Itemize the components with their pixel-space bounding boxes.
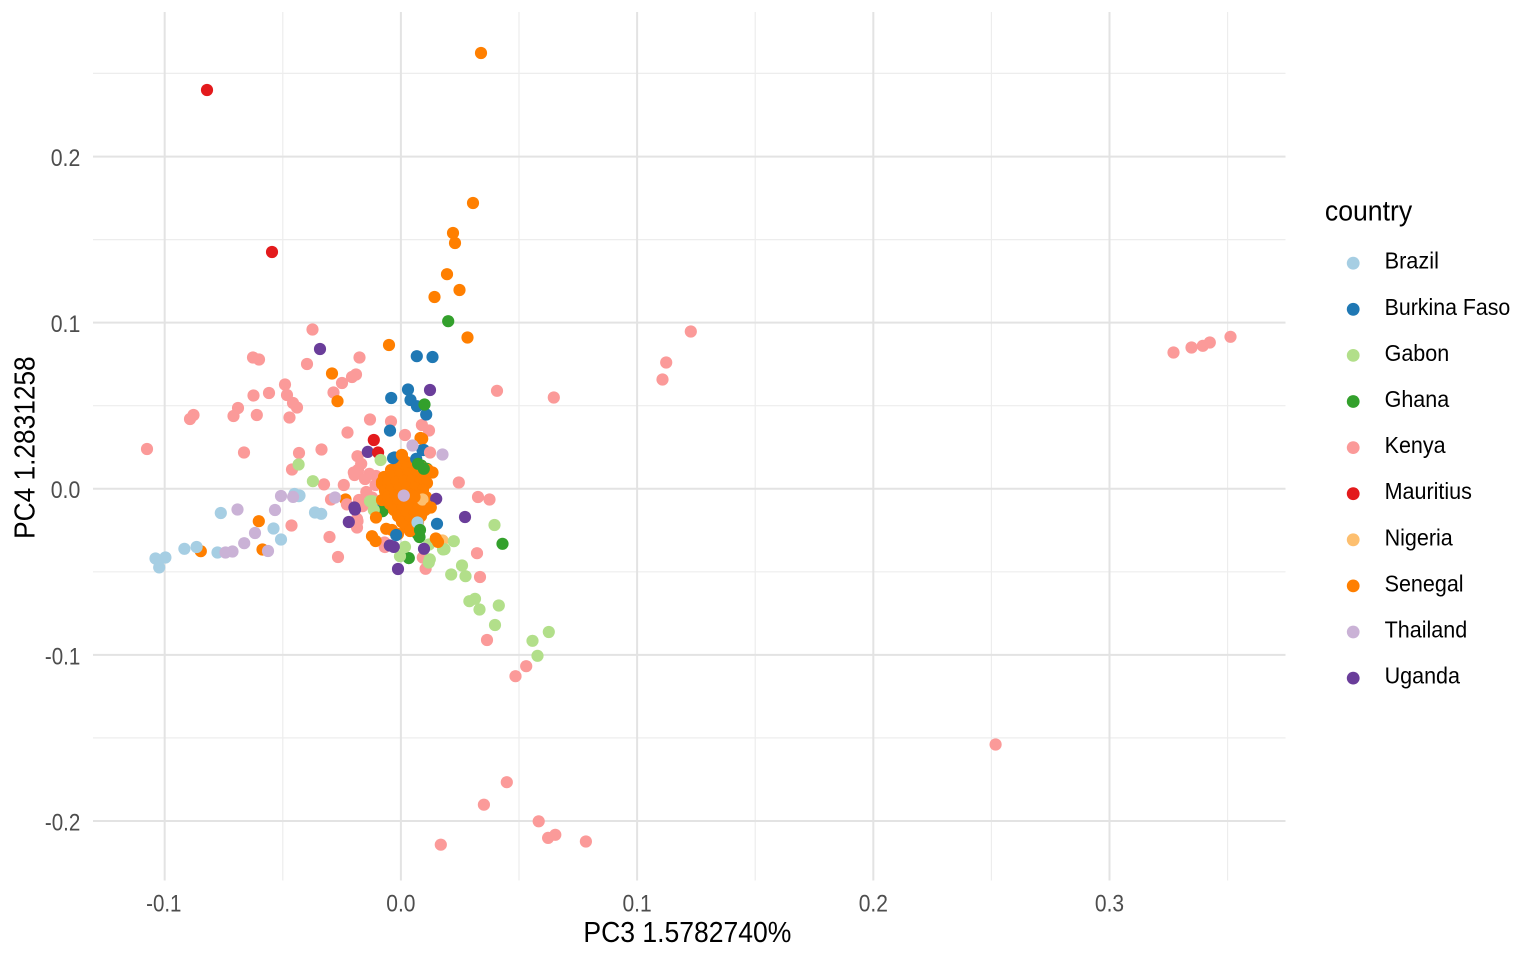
svg-text:Brazil: Brazil [1385, 248, 1439, 274]
svg-text:0.1: 0.1 [51, 311, 81, 338]
svg-text:0.2: 0.2 [859, 891, 888, 918]
svg-text:0.0: 0.0 [51, 477, 81, 504]
svg-text:Uganda: Uganda [1385, 663, 1461, 689]
svg-text:-0.2: -0.2 [45, 809, 80, 836]
svg-text:0.2: 0.2 [51, 145, 81, 172]
svg-text:Kenya: Kenya [1385, 432, 1446, 458]
svg-text:0.1: 0.1 [623, 891, 652, 918]
svg-text:PC3 1.5782740%: PC3 1.5782740% [583, 917, 791, 949]
svg-text:Mauritius: Mauritius [1385, 478, 1472, 504]
svg-text:country: country [1325, 195, 1413, 227]
svg-text:0.3: 0.3 [1095, 891, 1124, 918]
svg-text:Nigeria: Nigeria [1385, 524, 1453, 550]
svg-text:Senegal: Senegal [1385, 570, 1464, 596]
svg-text:Ghana: Ghana [1385, 386, 1450, 412]
svg-text:Gabon: Gabon [1385, 340, 1450, 366]
svg-text:-0.1: -0.1 [45, 643, 80, 670]
svg-text:PC4 1.2831258: PC4 1.2831258 [9, 356, 41, 538]
svg-text:-0.1: -0.1 [146, 891, 181, 918]
svg-text:Thailand: Thailand [1385, 617, 1468, 643]
svg-text:0.0: 0.0 [386, 891, 415, 918]
svg-text:Burkina Faso: Burkina Faso [1385, 294, 1511, 320]
